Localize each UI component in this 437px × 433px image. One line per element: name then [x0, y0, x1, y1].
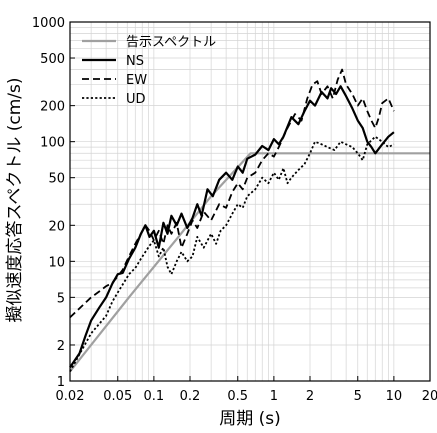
grid — [69, 21, 431, 382]
series-line-EW — [69, 68, 395, 319]
x-tick-label: 0.5 — [227, 389, 248, 404]
series-line-NS — [69, 85, 395, 369]
x-tick-label: 0.1 — [144, 389, 165, 404]
x-tick-label: 0.2 — [180, 389, 201, 404]
x-tick-label: 2 — [306, 389, 314, 404]
y-tick-label: 100 — [40, 136, 65, 151]
y-tick-label: 10 — [48, 255, 65, 270]
x-tick-label: 10 — [386, 389, 403, 404]
y-tick-label: 500 — [40, 52, 65, 67]
legend-label: 告示スペクトル — [126, 35, 216, 50]
x-tick-label: 20 — [422, 389, 437, 404]
x-tick-label: 0.02 — [56, 389, 85, 404]
y-tick-label: 1000 — [32, 16, 65, 31]
y-tick-label: 50 — [48, 172, 65, 187]
x-tick-label: 0.05 — [103, 389, 132, 404]
series-line-UD — [69, 135, 395, 372]
x-tick-label: 5 — [354, 389, 362, 404]
y-tick-label: 1 — [57, 375, 65, 390]
y-tick-label: 5 — [57, 291, 65, 306]
legend-label: UD — [126, 92, 146, 107]
x-tick-label: 1 — [270, 389, 278, 404]
series-layer — [69, 68, 430, 373]
y-axis: 1 2 5 10 20 50 100 200 500 1000 — [32, 16, 75, 390]
legend-label: EW — [126, 73, 147, 88]
plot-frame — [69, 21, 431, 382]
y-axis-title: 擬似速度応答スペクトル (cm/s) — [5, 78, 25, 323]
y-tick-label: 2 — [57, 339, 65, 354]
x-axis-title: 周期 (s) — [219, 409, 281, 429]
legend: 告示スペクトル NS EW UD — [82, 35, 216, 107]
x-axis: 0.02 0.05 0.1 0.2 0.5 1 2 5 10 20 — [56, 376, 437, 404]
y-tick-label: 200 — [40, 100, 65, 115]
legend-label: NS — [126, 54, 144, 69]
y-tick-label: 20 — [48, 219, 65, 234]
series-line-告示スペクトル — [69, 152, 430, 373]
